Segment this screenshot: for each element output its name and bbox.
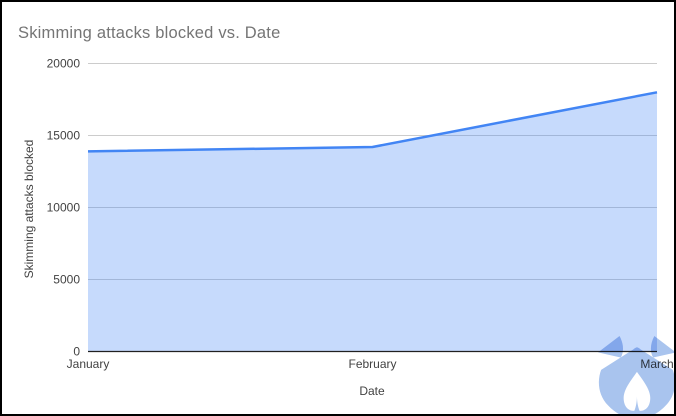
malwarebytes-logo-icon [598,336,674,414]
y-tick-label: 0 [73,345,80,359]
area-fill [88,92,657,352]
y-tick-label: 5000 [53,273,80,287]
x-axis-title: Date [359,384,385,398]
y-tick-label: 10000 [47,201,81,215]
series-line [87,91,658,153]
logo-cutout [623,371,651,411]
y-axis-title: Skimming attacks blocked [22,139,36,279]
chart-title: Skimming attacks blocked vs. Date [18,24,281,42]
x-tick-label: February [348,357,396,371]
x-tick-label: January [67,357,110,371]
y-tick-label: 15000 [47,129,81,143]
logo-left-fin [598,336,624,358]
y-tick-label: 20000 [47,57,81,71]
logo-right-fin [650,336,674,358]
